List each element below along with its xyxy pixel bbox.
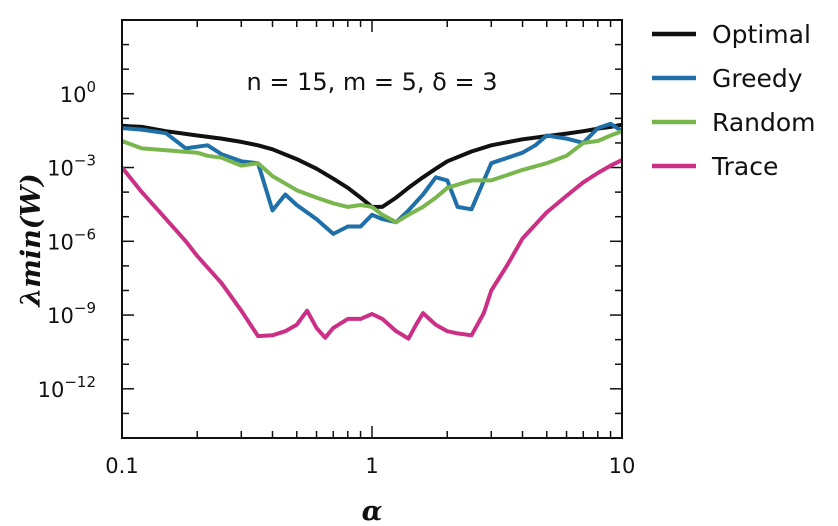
series-line-greedy <box>122 121 622 236</box>
y-tick-label: 10−3 <box>47 152 96 181</box>
y-tick-label: 10−12 <box>38 373 96 402</box>
x-tick-label: 10 <box>609 454 636 478</box>
parameter-annotation: n = 15, m = 5, δ = 3 <box>247 68 498 96</box>
x-tick-label: 0.1 <box>105 454 138 478</box>
legend: Optimal Greedy Random Trace <box>652 20 816 181</box>
plot-frame <box>121 19 623 439</box>
legend-label-random: Random <box>712 108 816 137</box>
series-line-random <box>122 129 622 225</box>
series-line-trace <box>122 158 622 341</box>
y-axis-title: λmin(W) <box>16 173 47 307</box>
legend-label-trace: Trace <box>711 152 778 181</box>
legend-label-greedy: Greedy <box>712 64 803 93</box>
y-tick-label: 10−6 <box>47 225 96 254</box>
x-axis-title: α <box>362 496 383 526</box>
y-tick-label: 100 <box>60 78 96 107</box>
legend-label-optimal: Optimal <box>712 20 811 49</box>
series-layer <box>122 121 622 341</box>
x-tick-label: 1 <box>365 454 378 478</box>
y-tick-label: 10−9 <box>47 299 96 328</box>
